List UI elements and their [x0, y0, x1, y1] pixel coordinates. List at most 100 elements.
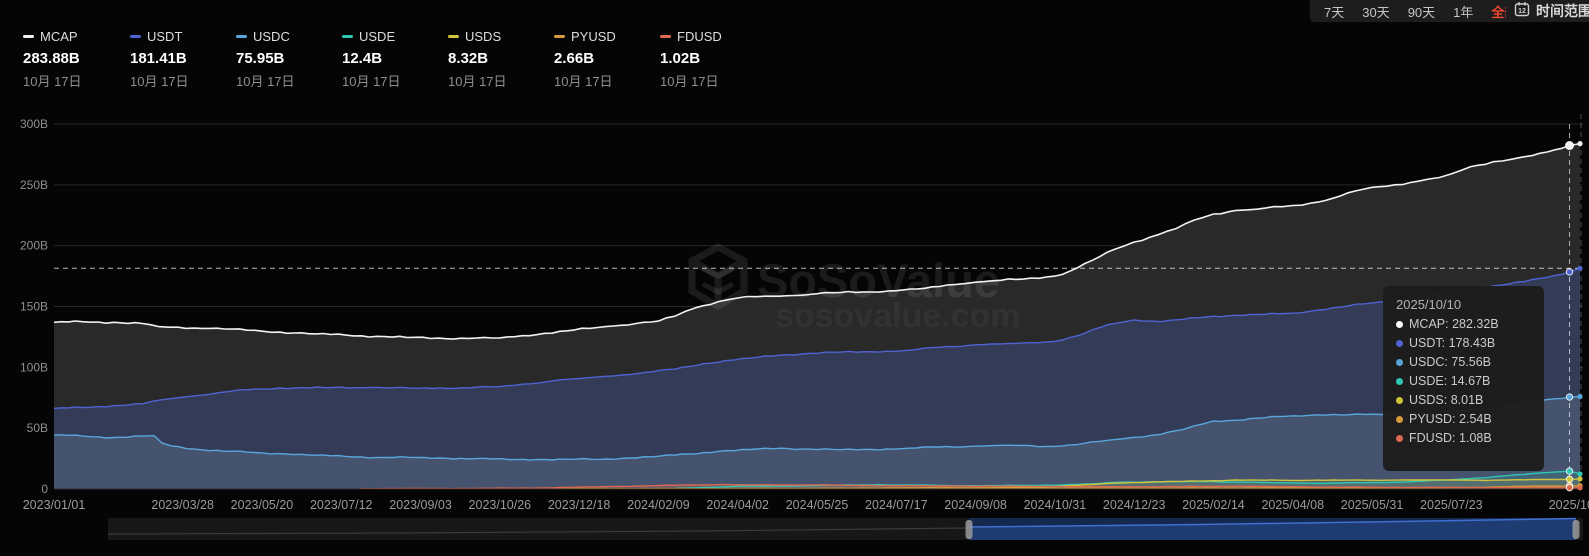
brush-selection-fill [969, 518, 1576, 540]
legend-value: 2.66B [554, 50, 595, 67]
fdusd-dash-icon [660, 34, 671, 38]
plot-area[interactable] [54, 142, 1580, 490]
range-90d[interactable]: 90天 [1407, 4, 1436, 20]
mcap-dash-icon [23, 34, 34, 38]
x-axis-label: 2025/10/17 [1549, 498, 1589, 512]
legend-item-fdusd[interactable]: FDUSD 1.02B 10月 17日 [660, 28, 722, 90]
legend-date: 10月 17日 [554, 74, 613, 89]
y-axis-label: 200B [20, 239, 48, 253]
y-axis-label: 50B [27, 421, 48, 435]
hover-dot-usde [1565, 467, 1574, 475]
svg-text:SoSoValue: SoSoValue [757, 254, 1000, 307]
series-line-usdt [54, 267, 1580, 410]
svg-text:sosovalue.com: sosovalue.com [775, 297, 1021, 335]
legend-date: 10月 17日 [236, 74, 295, 89]
end-dot-fdusd [1577, 485, 1583, 491]
legend-item-mcap[interactable]: MCAP 283.88B 10月 17日 [23, 28, 82, 90]
mcap-dot-icon [1396, 320, 1403, 328]
x-axis-label: 2024/10/31 [1024, 498, 1087, 512]
end-dot-usdc [1577, 393, 1583, 400]
usds-dash-icon [448, 34, 459, 38]
tooltip-row: USDE: 14.67B [1396, 374, 1531, 388]
tooltip-row: FDUSD: 1.08B [1396, 431, 1531, 445]
y-axis-label: 150B [20, 300, 48, 314]
usds-dot-icon [1396, 396, 1403, 404]
x-axis-label: 2023/10/26 [469, 498, 532, 512]
series-line-usds [990, 478, 1580, 489]
x-axis-label: 2025/04/08 [1261, 498, 1324, 512]
legend-name: USDC [253, 28, 290, 44]
x-axis-label: 2025/05/31 [1341, 498, 1404, 512]
tooltip-date: 2025/10/10 [1396, 297, 1462, 312]
legend-item-usdt[interactable]: USDT 181.41B 10月 17日 [130, 28, 189, 90]
y-axis-label: 0 [41, 482, 48, 496]
svg-text:12: 12 [1518, 8, 1526, 15]
time-picker-label: 时间范围 [1536, 3, 1589, 19]
brush-handle-right[interactable] [1572, 520, 1580, 539]
x-axis-label: 2023/03/28 [151, 498, 214, 512]
y-axis-label: 100B [20, 360, 48, 374]
legend-date: 10月 17日 [448, 74, 507, 89]
legend-value: 12.4B [342, 50, 383, 67]
calendar-icon: 12 [1514, 1, 1530, 22]
pyusd-dash-icon [554, 34, 565, 38]
legend-date: 10月 17日 [23, 74, 82, 89]
usdc-dash-icon [236, 34, 247, 38]
legend-name: USDT [147, 28, 183, 44]
x-axis-label: 2023/01/01 [23, 498, 86, 512]
legend-value: 8.32B [448, 50, 489, 67]
x-axis-label: 2023/09/03 [389, 498, 452, 512]
brush-handle-left[interactable] [965, 520, 973, 539]
x-axis-label: 2023/05/20 [231, 498, 294, 512]
end-dot-mcap [1577, 141, 1583, 147]
usdt-dot-icon [1396, 339, 1403, 347]
legend-name: USDS [465, 28, 502, 44]
range-30d[interactable]: 30天 [1362, 4, 1390, 20]
legend-value: 75.95B [236, 50, 285, 67]
legend-name: PYUSD [571, 28, 616, 44]
x-axis-label: 2024/04/02 [706, 498, 769, 512]
hover-dot-mcap [1565, 141, 1575, 151]
hover-dot-usdc [1565, 393, 1574, 401]
x-axis-label: 2025/02/14 [1182, 498, 1245, 512]
tooltip-row: USDT: 178.43B [1396, 336, 1531, 350]
area-fill-usdc [54, 396, 1580, 489]
time-picker-button[interactable]: 12 时间范围 [1506, 0, 1589, 22]
chart-tooltip: 2025/10/10 MCAP: 282.32B USDT: 178.43B U… [1383, 286, 1544, 471]
fdusd-dot-icon [1396, 434, 1403, 442]
tooltip-row: USDC: 75.56B [1396, 355, 1531, 369]
x-axis-label: 2024/05/25 [786, 498, 849, 512]
x-axis-label: 2024/02/09 [627, 498, 690, 512]
y-axis-label: 250B [20, 178, 48, 192]
series-line-fdusd [360, 483, 1580, 489]
hover-dot-usds [1565, 475, 1574, 483]
legend-name: MCAP [40, 28, 78, 44]
legend-item-usds[interactable]: USDS 8.32B 10月 17日 [448, 28, 507, 90]
legend-item-pyusd[interactable]: PYUSD 2.66B 10月 17日 [554, 28, 616, 90]
legend-value: 1.02B [660, 50, 701, 67]
brush-selection-line [968, 517, 1577, 528]
x-axis-label: 2024/12/23 [1103, 498, 1166, 512]
legend-name: USDE [359, 28, 396, 44]
legend-date: 10月 17日 [130, 74, 189, 89]
end-dot-usdt [1577, 265, 1583, 271]
x-axis-label: 2024/09/08 [944, 498, 1007, 512]
range-1y[interactable]: 1年 [1453, 4, 1474, 20]
end-dot-usds [1577, 476, 1583, 482]
end-dot-usde [1577, 471, 1583, 477]
usdt-dash-icon [130, 34, 141, 38]
series-line-usdc [54, 395, 1580, 461]
usde-dot-icon [1396, 377, 1403, 385]
legend-date: 10月 17日 [660, 74, 719, 89]
data-zoom-brush[interactable] [107, 517, 1583, 540]
range-7d[interactable]: 7天 [1324, 4, 1345, 20]
brush-profile-line [107, 527, 970, 535]
x-axis-label: 2023/12/18 [548, 498, 611, 512]
legend-item-usde[interactable]: USDE 12.4B 10月 17日 [342, 28, 401, 90]
area-fill-usde [673, 471, 1580, 489]
tooltip-row: PYUSD: 2.54B [1396, 412, 1531, 426]
legend-item-usdc[interactable]: USDC 75.95B 10月 17日 [236, 28, 295, 90]
hover-dot-fdusd [1565, 483, 1574, 492]
